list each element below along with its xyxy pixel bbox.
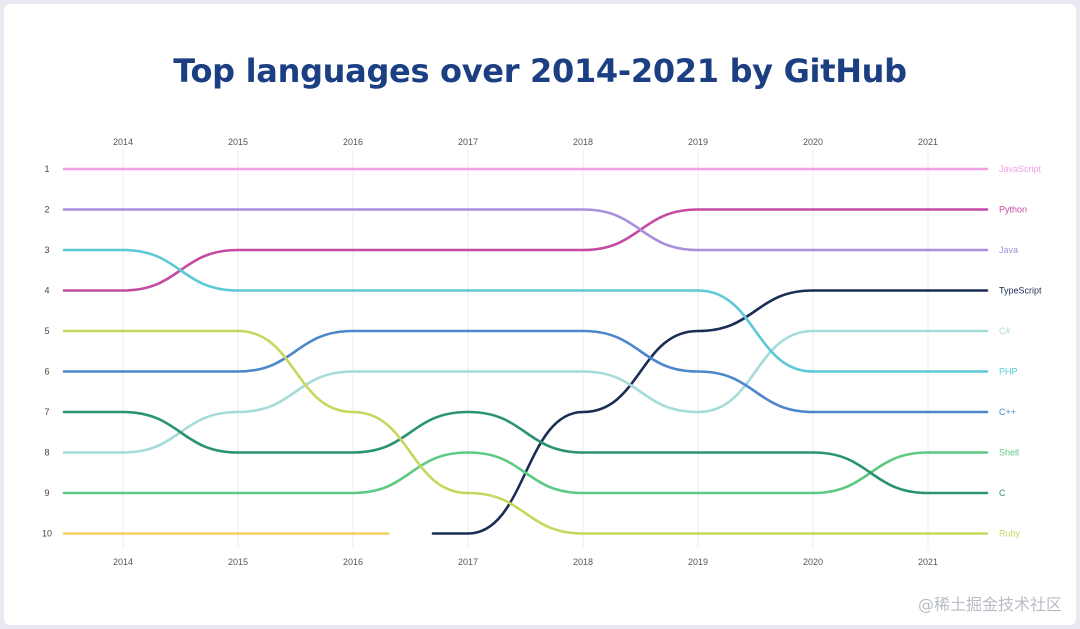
y-tick-3: 3 <box>44 245 49 255</box>
watermark: @稀土掘金技术社区 <box>917 595 1062 614</box>
series-label-python: Python <box>999 205 1027 215</box>
series-line-ruby <box>62 329 989 535</box>
series-line-c-sharp <box>62 329 989 454</box>
x-tick-top-2019: 2019 <box>688 137 708 147</box>
y-tick-8: 8 <box>44 448 49 458</box>
x-tick-top-2018: 2018 <box>573 137 593 147</box>
x-tick-bottom-2016: 2016 <box>343 557 363 567</box>
series-label-c-sharp: C# <box>999 326 1011 336</box>
x-tick-bottom-2017: 2017 <box>458 557 478 567</box>
series-line-shell <box>62 451 989 495</box>
series-line-c <box>62 410 989 495</box>
y-tick-1: 1 <box>44 164 49 174</box>
y-tick-6: 6 <box>44 367 49 377</box>
y-tick-5: 5 <box>44 326 49 336</box>
x-tick-bottom-2018: 2018 <box>573 557 593 567</box>
y-tick-7: 7 <box>44 407 49 417</box>
y-tick-9: 9 <box>44 488 49 498</box>
chart-title: Top languages over 2014-2021 by GitHub <box>173 52 907 90</box>
x-tick-top-2021: 2021 <box>918 137 938 147</box>
x-tick-bottom-2020: 2020 <box>803 557 823 567</box>
series-label-cpp: C++ <box>999 407 1016 417</box>
series-label-php: PHP <box>999 367 1018 377</box>
x-tick-top-2017: 2017 <box>458 137 478 147</box>
series-line-php <box>62 248 989 373</box>
y-tick-4: 4 <box>44 286 49 296</box>
series-label-c: C <box>999 488 1006 498</box>
series-line-typescript <box>431 289 989 535</box>
x-tick-top-2020: 2020 <box>803 137 823 147</box>
x-tick-bottom-2019: 2019 <box>688 557 708 567</box>
x-tick-top-2014: 2014 <box>113 137 133 147</box>
x-tick-bottom-2015: 2015 <box>228 557 248 567</box>
series-label-java: Java <box>999 245 1018 255</box>
y-tick-10: 10 <box>42 529 52 539</box>
x-tick-bottom-2014: 2014 <box>113 557 133 567</box>
series-label-typescript: TypeScript <box>999 286 1042 296</box>
x-tick-top-2015: 2015 <box>228 137 248 147</box>
x-tick-top-2016: 2016 <box>343 137 363 147</box>
series-label-ruby: Ruby <box>999 529 1021 539</box>
y-tick-2: 2 <box>44 205 49 215</box>
series-label-javascript: JavaScript <box>999 164 1042 174</box>
series-line-java <box>62 208 989 252</box>
series-line-python <box>62 208 989 292</box>
x-tick-bottom-2021: 2021 <box>918 557 938 567</box>
series-label-shell: Shell <box>999 448 1019 458</box>
series-line-cpp <box>62 329 989 414</box>
